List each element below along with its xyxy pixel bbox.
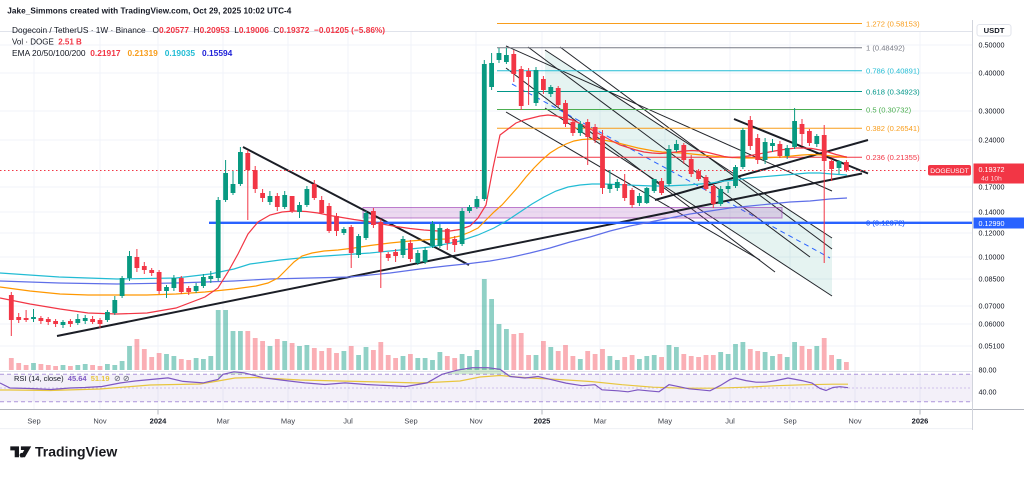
svg-text:Nov: Nov <box>469 417 483 426</box>
svg-text:0.08500: 0.08500 <box>979 275 1005 284</box>
svg-text:RSI (14, close) 45.64 51.19: RSI (14, close) 45.64 51.19 <box>14 374 110 383</box>
svg-text:Nov: Nov <box>848 417 862 426</box>
svg-text:Sep: Sep <box>783 417 796 426</box>
svg-text:40.00: 40.00 <box>979 388 997 397</box>
svg-text:0.382 (0.26541): 0.382 (0.26541) <box>866 124 920 133</box>
svg-text:Sep: Sep <box>404 417 417 426</box>
svg-text:0.40000: 0.40000 <box>979 69 1005 78</box>
svg-text:0.786 (0.40891): 0.786 (0.40891) <box>866 67 920 76</box>
svg-text:0.14000: 0.14000 <box>979 208 1005 217</box>
svg-text:Jake_Simmons created with Trad: Jake_Simmons created with TradingView.co… <box>7 7 292 16</box>
svg-text:2024: 2024 <box>150 417 168 426</box>
svg-text:0.30000: 0.30000 <box>979 107 1005 116</box>
svg-text:0.618 (0.34923): 0.618 (0.34923) <box>866 87 920 96</box>
svg-text:TradingView: TradingView <box>35 444 117 460</box>
svg-text:USDT: USDT <box>984 26 1005 35</box>
svg-text:0.12990: 0.12990 <box>979 219 1005 228</box>
svg-text:⊘ ⊘: ⊘ ⊘ <box>114 374 130 383</box>
svg-text:0.24000: 0.24000 <box>979 136 1005 145</box>
svg-text:0.19372: 0.19372 <box>979 165 1005 174</box>
svg-text:1.272 (0.58153): 1.272 (0.58153) <box>866 19 920 28</box>
svg-text:2025: 2025 <box>534 417 551 426</box>
svg-text:0.07000: 0.07000 <box>979 302 1005 311</box>
svg-text:0 (0.12972): 0 (0.12972) <box>866 219 905 228</box>
svg-text:Mar: Mar <box>594 417 607 426</box>
svg-text:0.10000: 0.10000 <box>979 253 1005 262</box>
svg-text:Nov: Nov <box>93 417 107 426</box>
svg-text:0.5 (0.30732): 0.5 (0.30732) <box>866 105 912 114</box>
svg-text:4d 10h: 4d 10h <box>981 176 1002 183</box>
svg-text:Mar: Mar <box>217 417 230 426</box>
svg-text:0.236 (0.21355): 0.236 (0.21355) <box>866 153 920 162</box>
svg-text:Vol · DOGE 2.51 B: Vol · DOGE 2.51 B <box>12 37 82 46</box>
svg-text:0.17000: 0.17000 <box>979 183 1005 192</box>
svg-text:May: May <box>658 417 672 426</box>
svg-text:0.12000: 0.12000 <box>979 229 1005 238</box>
svg-text:Sep: Sep <box>27 417 40 426</box>
svg-text:DOGEUSDT: DOGEUSDT <box>930 168 969 175</box>
svg-text:0.05100: 0.05100 <box>979 342 1005 351</box>
svg-text:1 (0.48492): 1 (0.48492) <box>866 44 905 53</box>
svg-text:EMA 20/50/100/200 0.21917 0: EMA 20/50/100/200 0.21917 0.21319 0.1903… <box>12 48 233 58</box>
svg-text:Jul: Jul <box>725 417 735 426</box>
svg-text:Jul: Jul <box>343 417 353 426</box>
svg-text:0.50000: 0.50000 <box>979 41 1005 50</box>
svg-text:May: May <box>281 417 295 426</box>
svg-text:80.00: 80.00 <box>979 366 997 375</box>
svg-text:2026: 2026 <box>912 417 929 426</box>
svg-text:0.06000: 0.06000 <box>979 320 1005 329</box>
svg-text:Dogecoin / TetherUS · 1W · Bin: Dogecoin / TetherUS · 1W · Binance O0.20… <box>12 25 385 35</box>
